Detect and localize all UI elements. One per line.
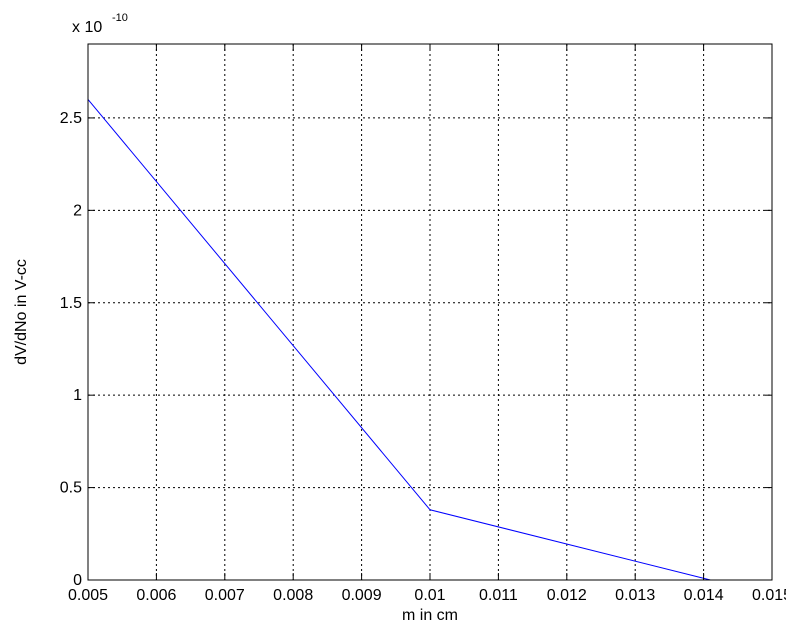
series-layer: [87, 99, 711, 581]
y-multiplier-exponent: -10: [112, 12, 128, 24]
x-tick-label: 0.012: [547, 587, 587, 604]
y-axis-multiplier: x 10 -10: [72, 12, 128, 36]
x-tick-label: 0.009: [342, 587, 382, 604]
axis-ticks: [87, 44, 773, 581]
x-tick-label: 0.008: [273, 587, 313, 604]
y-tick-label: 0: [73, 572, 82, 589]
x-tick-label: 0.014: [684, 587, 724, 604]
y-tick-label: 1: [73, 387, 82, 404]
x-tick-label: 0.006: [136, 587, 176, 604]
x-tick-label: 0.013: [615, 587, 655, 604]
y-tick-label: 0.5: [60, 480, 82, 497]
series-line: [87, 99, 711, 581]
x-tick-label: 0.01: [414, 587, 445, 604]
grid-lines: [88, 44, 772, 580]
x-tick-label: 0.015: [752, 587, 786, 604]
y-tick-label: 2.5: [60, 110, 82, 127]
y-multiplier-base: x 10: [72, 19, 102, 36]
x-axis-tick-labels: 0.005 0.006 0.007 0.008 0.009 0.01 0.011 0.012 0…: [68, 587, 786, 604]
y-tick-label: 1.5: [60, 295, 82, 312]
y-axis-tick-labels: 0 0.5 1 1.5 2 2.5: [60, 110, 82, 589]
x-tick-label: 0.007: [205, 587, 245, 604]
x-tick-label: 0.011: [479, 587, 518, 604]
y-axis-label: dV/dNo in V-cc: [13, 259, 30, 365]
x-tick-label: 0.005: [68, 587, 108, 604]
x-axis-label: m in cm: [402, 607, 458, 624]
y-tick-label: 2: [73, 202, 82, 219]
